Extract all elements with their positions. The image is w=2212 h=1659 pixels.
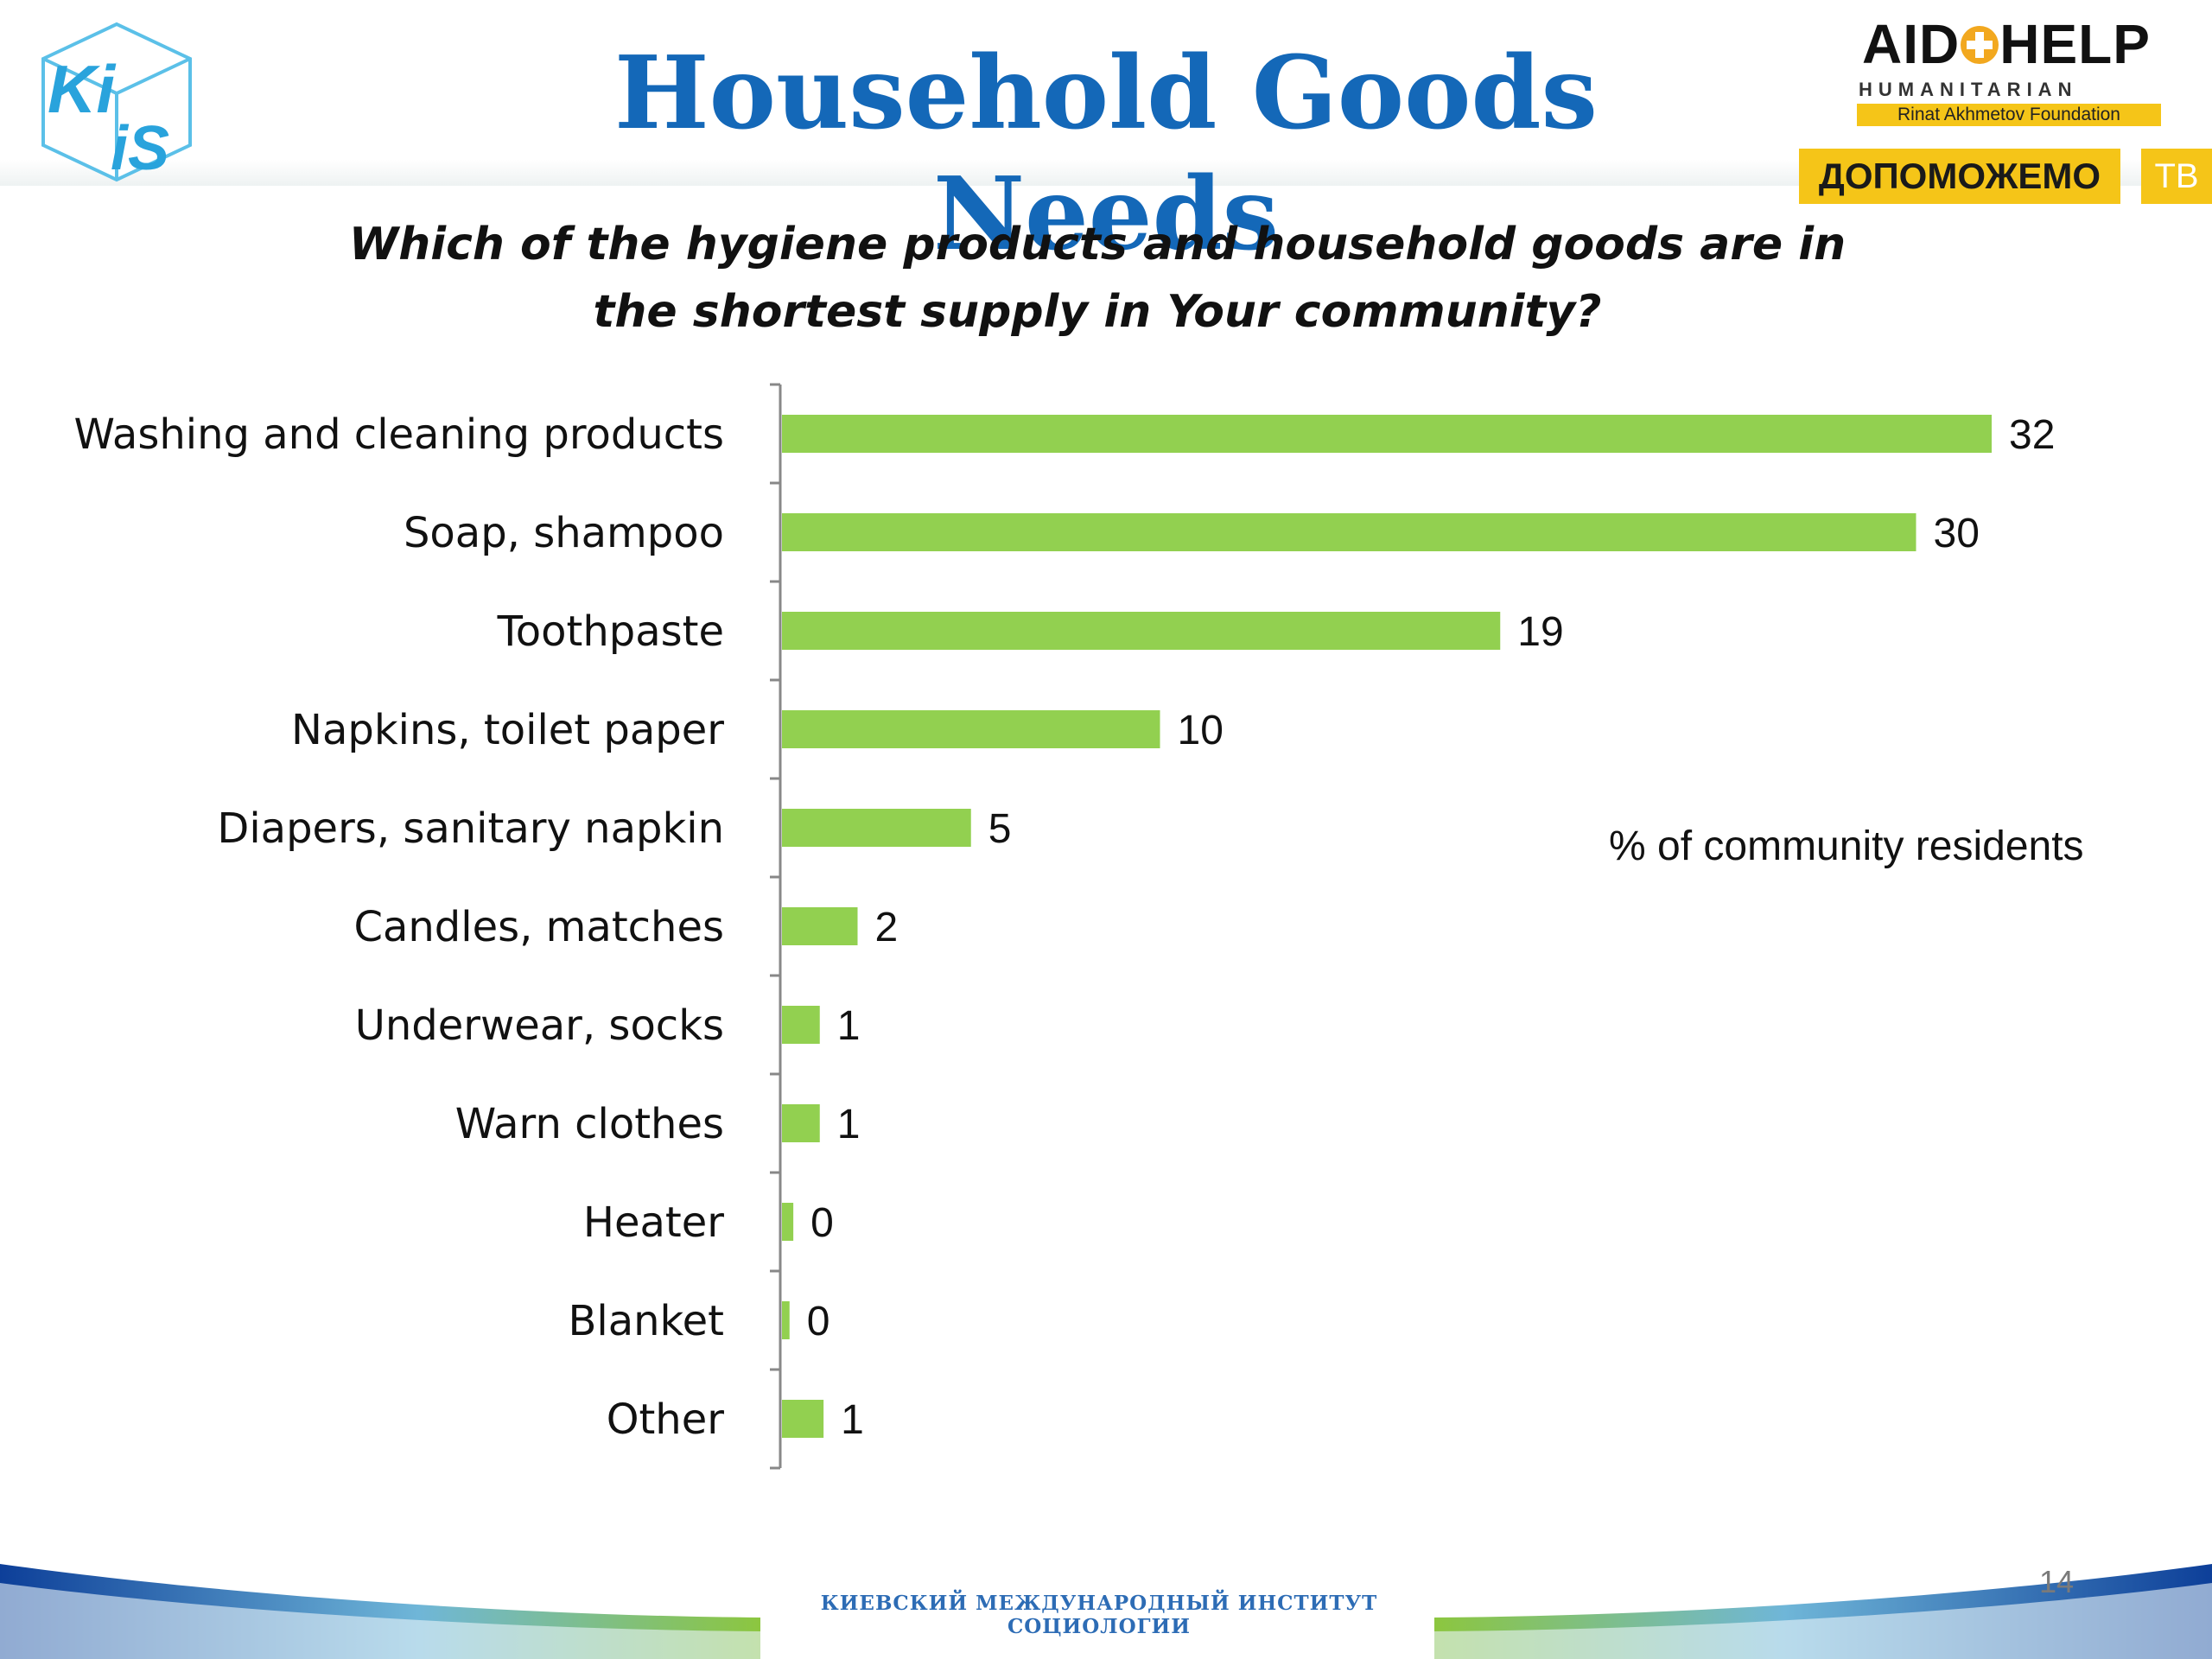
aid-help-wordmark: AID HELP [1862,13,2151,75]
data-label: 2 [875,905,899,950]
survey-question: Which of the hygiene products and househ… [348,219,1847,338]
category-label: Soap, shampoo [404,509,724,557]
data-label: 1 [837,1102,861,1147]
category-label: Washing and cleaning products [74,410,724,459]
dopomozhemo-badge: ДОПОМОЖЕМО [1799,149,2120,204]
aid-help-foundation: Rinat Akhmetov Foundation [1857,104,2161,126]
slide-header: Ki iS Household Goods Needs AID HELP HUMA… [0,0,2212,273]
data-label: 1 [837,1003,861,1049]
bar [782,1104,820,1142]
category-label: Warn clothes [455,1100,724,1148]
data-label: 19 [1517,609,1563,655]
category-label: Heater [583,1198,724,1247]
tv-badge: ТВ [2141,149,2212,204]
category-label: Toothpaste [497,607,724,656]
category-label: Diapers, sanitary napkin [217,804,724,853]
units-note: % of community residents [1609,823,2084,869]
institute-name: КИЕВСКИЙ МЕЖДУНАРОДНЫЙ ИНСТИТУТ СОЦИОЛОГ… [820,1592,1378,1638]
page-title: Household Goods Needs [614,35,1598,273]
bar [782,612,1501,650]
plus-cross-icon [1961,26,1999,65]
kiis-logo: Ki iS [41,22,192,183]
category-label: Other [607,1395,725,1444]
bar [782,513,1916,551]
data-label: 1 [841,1397,864,1443]
bar [782,415,1992,453]
data-label: 30 [1934,511,1980,556]
svg-text:Ki: Ki [48,51,116,127]
bar [782,1400,824,1438]
bar [782,1006,820,1044]
data-label: 5 [988,806,1012,852]
data-label: 0 [810,1200,834,1246]
data-label: 10 [1178,708,1224,753]
bar [782,710,1160,748]
category-label: Candles, matches [353,903,724,951]
bar [782,907,858,945]
svg-text:iS: iS [111,114,169,183]
category-label: Underwear, socks [355,1001,724,1050]
bar [782,1203,794,1241]
data-label: 0 [807,1299,830,1344]
bar [782,1301,790,1339]
data-label: 32 [2009,412,2055,458]
footer-wave [0,1564,2212,1659]
bar-chart: Washing and cleaning products 32 Soap, sha… [74,383,2055,1470]
bar [782,809,971,847]
category-label: Napkins, toilet paper [291,706,724,754]
category-label: Blanket [568,1297,724,1345]
page-number: 14 [2039,1564,2075,1599]
